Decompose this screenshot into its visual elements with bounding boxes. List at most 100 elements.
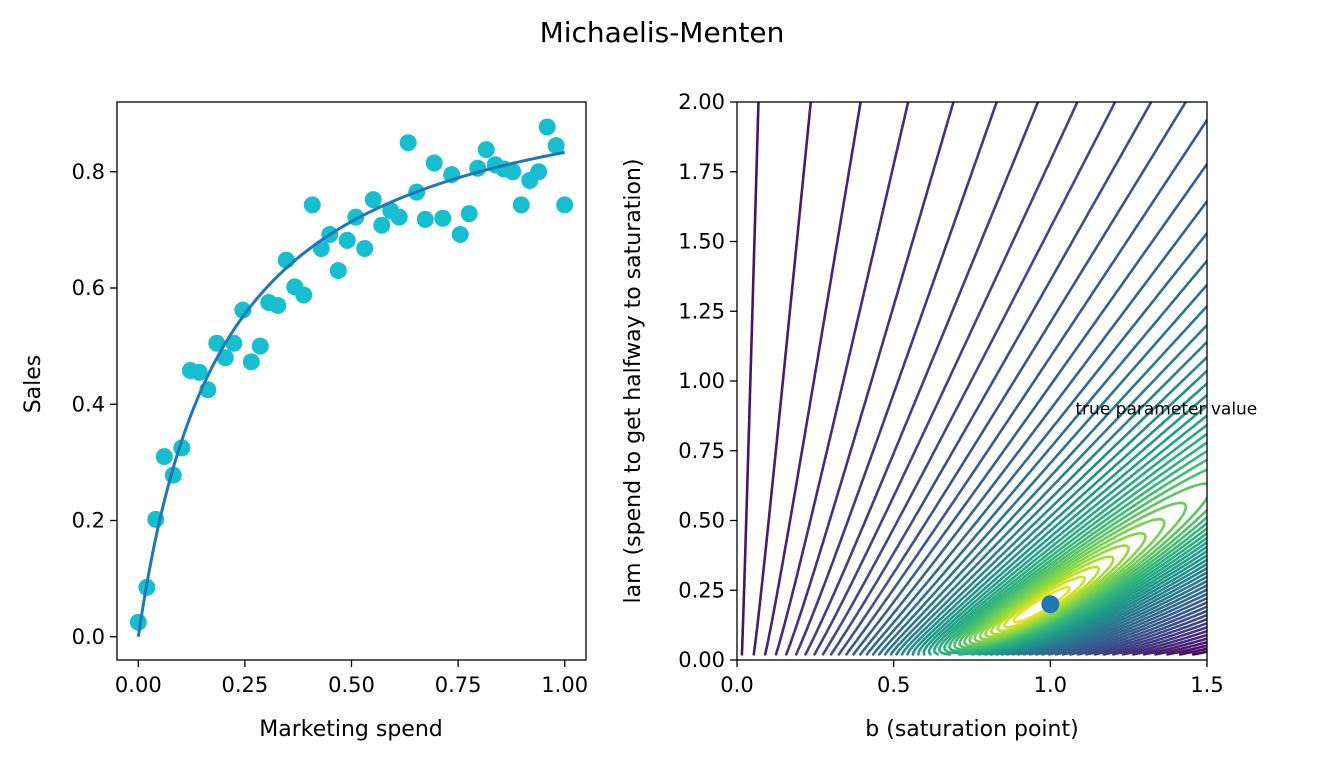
x-tick-label: 0.5 xyxy=(877,673,910,697)
contour-line xyxy=(978,532,1147,641)
data-point xyxy=(329,262,347,280)
y-tick-label: 0.4 xyxy=(72,392,105,416)
y-tick-label: 0.6 xyxy=(72,276,105,300)
data-point xyxy=(269,296,287,314)
figure-title: Michaelis-Menten xyxy=(540,16,785,49)
contour-line xyxy=(865,231,1207,656)
data-point xyxy=(477,141,495,159)
x-tick-label: 0.00 xyxy=(115,673,162,697)
contour-line xyxy=(1191,650,1207,656)
data-point xyxy=(338,231,356,249)
data-point xyxy=(390,208,408,226)
contour-line xyxy=(774,102,1207,656)
data-point xyxy=(556,196,574,214)
contour-line xyxy=(948,449,1207,653)
data-point xyxy=(242,353,260,371)
right-y-axis-label: lam (spend to get halfway to saturation) xyxy=(621,159,646,604)
data-point xyxy=(295,286,313,304)
contour-panel: true parameter value 0.0 0.5 1.0 1.5 0.00 0.2… xyxy=(621,90,1257,742)
data-point xyxy=(356,239,374,257)
contour-line xyxy=(852,162,1207,656)
data-point xyxy=(234,301,252,319)
contour-line xyxy=(813,102,1207,656)
contour-line xyxy=(906,369,1207,656)
contour-line xyxy=(804,102,1207,656)
data-point xyxy=(512,196,530,214)
contour-line xyxy=(883,304,1207,656)
contour-line xyxy=(984,544,1130,639)
contour-line xyxy=(794,102,1207,656)
y-tick-label: 0.50 xyxy=(678,509,725,533)
right-x-axis-label: b (saturation point) xyxy=(865,717,1078,742)
contour-line xyxy=(927,414,1207,656)
y-tick-label: 1.00 xyxy=(678,369,725,393)
data-point xyxy=(451,226,469,244)
data-point xyxy=(460,205,478,223)
data-point xyxy=(190,363,208,381)
y-tick-label: 0.8 xyxy=(72,160,105,184)
data-point xyxy=(208,334,226,352)
data-point xyxy=(303,196,321,214)
true-parameter-point xyxy=(1041,595,1060,614)
x-tick-label: 1.00 xyxy=(541,673,588,697)
contour-line xyxy=(859,200,1207,656)
data-point xyxy=(425,154,443,172)
contour-line xyxy=(785,102,1207,656)
contour-line xyxy=(943,441,1207,655)
contour-line xyxy=(895,340,1207,656)
x-tick-label: 1.5 xyxy=(1190,673,1223,697)
data-point xyxy=(434,209,452,227)
contour-line xyxy=(922,404,1207,656)
y-tick-label: 0.75 xyxy=(678,439,725,463)
y-tick-label: 0.25 xyxy=(678,578,725,602)
left-x-axis-label: Marketing spend xyxy=(259,717,443,742)
contour-line xyxy=(963,482,1207,648)
x-tick-label: 0.25 xyxy=(222,673,269,697)
fitted-curve xyxy=(136,150,565,637)
y-tick-label: 0.0 xyxy=(72,625,105,649)
data-point xyxy=(373,216,391,234)
contour-line xyxy=(933,423,1207,656)
contour-line xyxy=(763,102,1207,656)
x-tick-label: 0.75 xyxy=(435,673,482,697)
y-tick-label: 0.00 xyxy=(678,648,725,672)
y-tick-label: 0.2 xyxy=(72,509,105,533)
contour-line xyxy=(889,323,1207,656)
contour-line xyxy=(752,102,1207,656)
data-point xyxy=(504,163,522,181)
y-tick-label: 1.75 xyxy=(678,160,725,184)
scatter-panel: 0.00 0.25 0.50 0.75 1.00 0.0 0.2 0.4 0.6 0.8 Mark… xyxy=(21,101,588,742)
data-point xyxy=(416,210,434,228)
data-point xyxy=(364,191,382,209)
data-point xyxy=(530,163,548,181)
contour-line xyxy=(740,102,1207,656)
contour-line xyxy=(1003,575,1087,629)
true-parameter-annotation: true parameter value xyxy=(1075,399,1257,419)
contour-line xyxy=(1012,585,1071,624)
contour-line xyxy=(845,118,1207,656)
y-tick-label: 2.00 xyxy=(678,90,725,114)
contour-line xyxy=(1178,647,1207,656)
x-tick-label: 0.50 xyxy=(328,673,375,697)
data-point xyxy=(538,118,556,136)
contour-line xyxy=(911,382,1207,656)
y-tick-label: 1.50 xyxy=(678,230,725,254)
contour-line xyxy=(958,468,1207,650)
contour-line xyxy=(917,393,1207,656)
y-tick-label: 1.25 xyxy=(678,299,725,323)
contour-line xyxy=(821,102,1207,656)
contour-line xyxy=(938,432,1207,656)
contour-line xyxy=(829,102,1207,656)
data-point xyxy=(155,448,173,466)
contour-line xyxy=(900,355,1207,656)
contour-line xyxy=(989,555,1115,636)
data-point xyxy=(251,337,269,355)
contour-line xyxy=(837,102,1207,656)
left-y-axis-label: Sales xyxy=(21,355,46,414)
contour-line xyxy=(871,259,1207,656)
data-point xyxy=(547,137,565,155)
data-point xyxy=(399,134,417,152)
x-tick-label: 0.0 xyxy=(720,673,753,697)
contour-line xyxy=(878,283,1207,656)
